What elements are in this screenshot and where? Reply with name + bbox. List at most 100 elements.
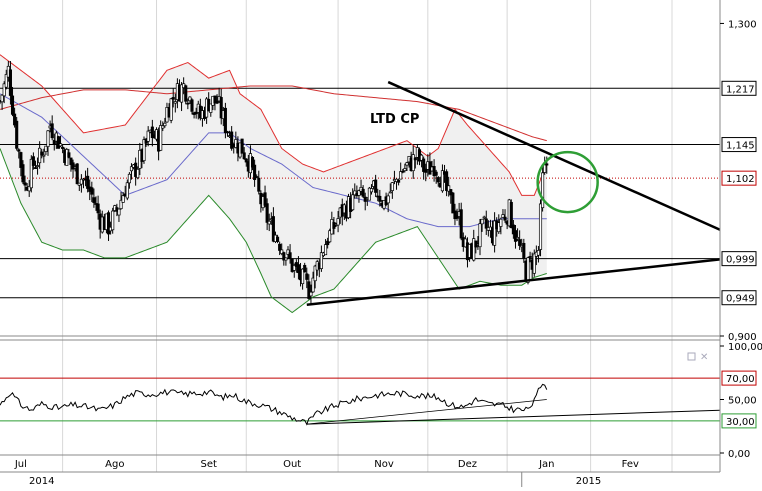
candle-body	[150, 126, 154, 139]
candle-body	[50, 123, 54, 139]
candle-body	[61, 146, 65, 149]
candle-body	[92, 197, 96, 203]
candle-body	[313, 265, 317, 282]
right-axis: 1,300 0,900 1,217 1,145 1,102 0,999 0,949 100,0…	[719, 0, 762, 472]
candles	[0, 61, 549, 304]
support-trendline	[306, 258, 721, 306]
candle-body	[328, 230, 332, 243]
candle-body	[451, 192, 455, 214]
candle-body	[286, 249, 290, 255]
candle-body	[136, 168, 140, 179]
candle-body	[42, 154, 46, 157]
candle-body	[367, 187, 371, 201]
oscillator-level-box	[721, 413, 757, 429]
candle-body	[436, 177, 440, 183]
candle-body	[119, 199, 123, 210]
candle-body	[526, 257, 530, 283]
candle-body	[522, 242, 526, 259]
candle-body	[111, 210, 115, 231]
candle-body	[472, 238, 476, 261]
price-level-box	[721, 170, 757, 186]
year-label: 2015	[576, 476, 601, 487]
candle-body	[296, 264, 300, 274]
candle-body	[127, 173, 131, 184]
candle-body	[2, 83, 6, 97]
candle-body	[399, 171, 403, 180]
candle-body	[159, 125, 163, 151]
candle-body	[255, 176, 259, 178]
candle-body	[280, 249, 284, 254]
candle-body	[33, 167, 38, 169]
candle-body	[420, 154, 424, 161]
candle-body	[422, 158, 426, 172]
candle-body	[186, 102, 190, 105]
candle-body	[480, 218, 484, 225]
candle-body	[169, 98, 173, 121]
candle-body	[75, 163, 79, 185]
candle-body	[180, 84, 184, 103]
candle-body	[265, 203, 269, 223]
oscillator-level-box	[721, 370, 757, 386]
price-level-box	[721, 137, 757, 153]
panel-controls[interactable]: ✕	[687, 352, 708, 363]
candle-body	[161, 125, 165, 129]
candle-body	[301, 268, 305, 285]
candle-body	[29, 158, 33, 189]
candle-body	[121, 195, 125, 203]
candle-body	[17, 149, 21, 152]
candle-body	[58, 143, 63, 147]
candle-body	[390, 182, 394, 191]
candle-body	[276, 236, 280, 242]
candle-body	[307, 281, 311, 299]
candle-body	[369, 188, 374, 193]
candle-body	[257, 177, 261, 192]
candle-body	[263, 192, 267, 206]
candle-body	[478, 223, 482, 248]
candle-body	[10, 95, 15, 115]
candle-body	[225, 131, 230, 134]
candle-body	[171, 97, 175, 100]
candle-body	[146, 130, 150, 142]
candle-body	[67, 152, 71, 158]
candle-body	[284, 257, 288, 261]
candle-body	[31, 156, 35, 166]
candle-body	[19, 152, 23, 168]
candle-body	[0, 94, 4, 103]
candle-body	[142, 139, 146, 162]
month-label: Fev	[622, 459, 639, 470]
panel-close-icon[interactable]: ✕	[700, 352, 708, 363]
candle-body	[242, 152, 246, 160]
candle-body	[230, 131, 234, 149]
candle-body	[513, 230, 518, 242]
candle-body	[253, 164, 257, 180]
candle-body	[250, 157, 255, 168]
candle-body	[271, 216, 275, 242]
candle-body	[536, 250, 540, 256]
candle-body	[532, 253, 536, 274]
candle-body	[219, 97, 223, 119]
candle-body	[96, 203, 100, 214]
candle-body	[440, 170, 444, 192]
oscillator-trendline	[306, 409, 721, 425]
candle-body	[278, 243, 282, 251]
candle-body	[173, 101, 177, 104]
candle-body	[397, 180, 401, 183]
oscillator-level-label: 70,00	[726, 374, 755, 385]
bollinger-lower-line	[0, 148, 547, 314]
candle-body	[518, 239, 522, 246]
oscillator-level-label: 30,00	[726, 417, 755, 428]
bollinger-upper-line	[0, 54, 548, 196]
candle-body	[244, 158, 248, 163]
candle-body	[545, 163, 549, 166]
candle-body	[71, 162, 75, 170]
candle-body	[209, 103, 213, 113]
month-label: Jan	[538, 459, 554, 470]
oscillator-tick-label: 0,00	[728, 449, 750, 460]
candle-body	[56, 136, 60, 149]
candle-body	[528, 256, 532, 258]
month-label: Out	[283, 459, 301, 470]
candle-body	[21, 164, 25, 183]
panel-restore-icon[interactable]	[687, 352, 696, 361]
candle-body	[190, 99, 194, 112]
candle-body	[484, 218, 488, 229]
